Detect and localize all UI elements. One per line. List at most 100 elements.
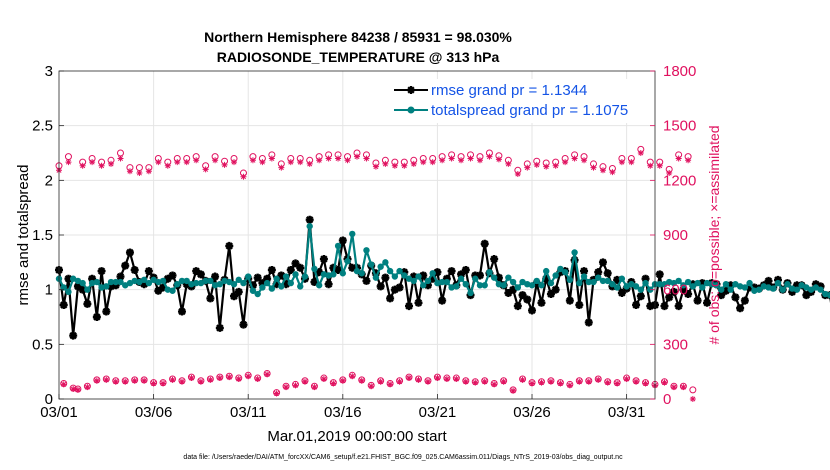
totalspread-marker [438,278,446,286]
totalspread-marker [727,286,734,293]
legend: rmse grand pr = 1.1344 totalspread grand… [390,79,652,123]
totalspread-marker [779,286,786,293]
y-tick-label: 2 [45,172,53,189]
rmse-marker [177,307,186,316]
totalspread-marker [174,281,181,288]
rmse-marker [528,306,537,315]
obs-assimilated-marker [661,379,668,386]
obs-assimilated-marker [103,376,110,383]
obs-assimilated-marker [481,378,488,385]
x-tick-label: 03/01 [40,404,78,421]
obs-assimilated-marker [552,162,559,169]
obs-assimilated-marker [202,166,209,173]
rmse-marker [731,293,740,302]
rmse-marker [239,320,248,329]
legend-box [390,79,652,123]
totalspread-marker [145,279,153,287]
rmse-marker [480,239,489,248]
obs-assimilated-marker [467,155,474,162]
rmse-marker [750,283,759,292]
totalspread-marker [292,271,299,278]
obs-assimilated-marker [420,159,427,166]
rmse-marker [371,269,380,278]
rmse-marker [721,286,730,295]
totalspread-marker [315,282,323,289]
rmse-marker [575,300,584,309]
rmse-marker [447,267,456,276]
rmse-marker [59,300,68,309]
obs-assimilated-marker [424,378,431,385]
rmse-marker [802,291,811,300]
totalspread-marker [169,287,176,294]
obs-assimilated-marker [604,379,611,386]
totalspread-marker [259,284,266,291]
rmse-marker [107,282,116,291]
obs-assimilated-marker [141,377,148,384]
rmse-marker [296,263,305,272]
obs-assimilated-marker [538,379,545,386]
rmse-marker [400,268,409,277]
obs-assimilated-marker [264,371,271,378]
y-axis-right-label: # of obs: o=possible; ×=assimilated [706,125,722,344]
totalspread-marker [60,284,67,291]
totalspread-marker [528,282,536,289]
obs-assimilated-marker [212,157,219,164]
y2-tick-label: 600 [663,282,688,299]
obs-assimilated-marker [193,157,200,164]
obs-assimilated-marker [79,162,86,169]
totalspread-marker [770,285,777,292]
totalspread-marker [547,279,555,287]
obs-assimilated-marker [623,375,630,382]
rmse-marker [286,265,295,274]
totalspread-marker [230,281,238,288]
rmse-marker [428,274,437,283]
rmse-marker [632,300,641,309]
x-tick-label: 03/26 [513,404,551,421]
rmse-marker [513,302,522,311]
obs-assimilated-marker [164,162,171,169]
totalspread-marker [590,278,597,286]
y-tick-label: 2.5 [32,118,53,135]
rmse-marker [580,267,589,276]
totalspread-marker [467,289,474,297]
obs-assimilated-marker [183,159,190,166]
obs-assimilated-marker [131,377,138,384]
obs-assimilated-marker [335,155,342,162]
obs-assimilated-marker [562,159,569,166]
rmse-marker [381,273,390,282]
obs-assimilated-marker [126,168,133,175]
rmse-marker [291,259,300,268]
obs-assimilated-marker [666,170,673,177]
totalspread-marker [457,275,465,282]
obs-assimilated-marker [533,161,540,168]
rmse-marker [168,271,177,280]
rmse-marker [409,272,418,281]
obs-assimilated-marker [472,379,479,386]
totalspread-marker [216,281,224,288]
totalspread-marker [793,286,801,293]
obs-assimilated-marker [145,168,152,175]
rmse-marker [740,296,749,305]
rmse-marker [471,271,480,280]
rmse-marker [395,283,404,292]
rmse-marker [773,275,782,284]
obs-assimilated-marker [65,159,72,166]
obs-assimilated-marker [122,378,129,385]
rmse-marker [598,258,607,267]
legend-rmse-label: rmse grand pr = 1.1344 [431,82,587,99]
obs-assimilated-marker [628,159,635,166]
obs-assimilated-marker [93,377,100,384]
obs-assimilated-marker [439,157,446,164]
obs-assimilated-marker [117,155,124,162]
chart-title: Northern Hemisphere 84238 / 85931 = 98.0… [204,29,512,45]
rmse-marker [792,281,801,290]
totalspread-marker [254,290,261,298]
obs-assimilated-marker [354,153,360,160]
rmse-marker [324,280,333,289]
obs-assimilated-marker [221,161,228,168]
rmse-marker [88,274,97,283]
footnote: data file: /Users/raeder/DAI/ATM_forcXX/… [183,454,623,461]
rmse-marker [523,295,532,304]
totalspread-marker [306,223,313,230]
obs-assimilated-marker [306,160,313,167]
